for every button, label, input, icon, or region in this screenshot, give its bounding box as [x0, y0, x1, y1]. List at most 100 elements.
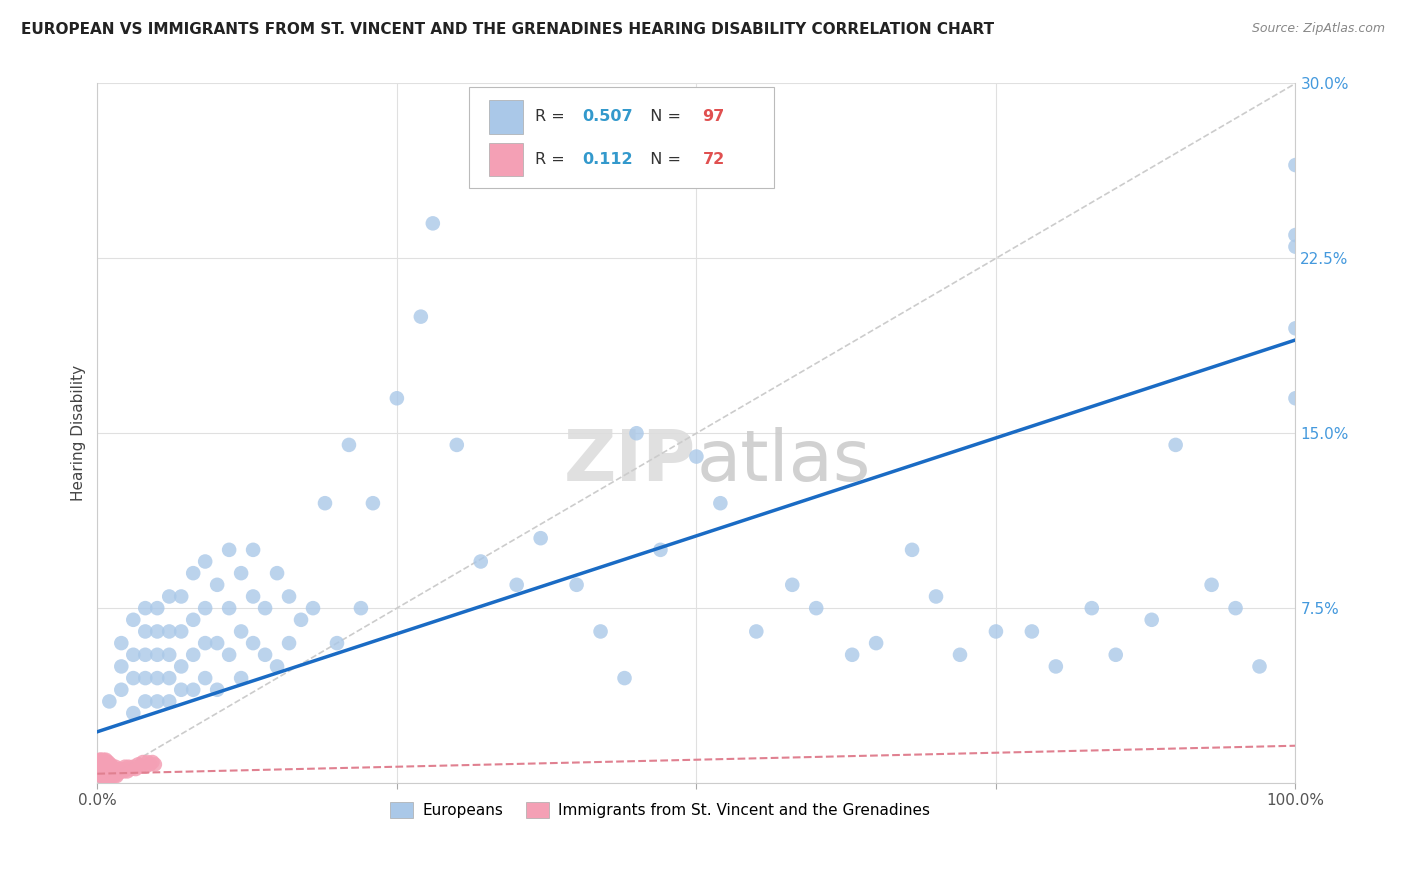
Point — [278, 636, 301, 650]
Point — [105, 769, 128, 783]
Point — [780, 578, 803, 592]
Point — [143, 757, 166, 772]
Text: 97: 97 — [703, 110, 724, 124]
Point — [157, 694, 180, 708]
Point — [242, 542, 264, 557]
Point — [134, 624, 156, 639]
Point — [110, 636, 132, 650]
Point — [90, 753, 112, 767]
Point — [157, 671, 180, 685]
Point — [157, 624, 180, 639]
Point — [107, 766, 129, 780]
Point — [1140, 613, 1163, 627]
Point — [122, 648, 145, 662]
Point — [254, 648, 277, 662]
Point — [505, 578, 527, 592]
Point — [1021, 624, 1043, 639]
Point — [613, 671, 636, 685]
Point — [94, 769, 117, 783]
Point — [101, 762, 124, 776]
Point — [103, 769, 125, 783]
Point — [1164, 438, 1187, 452]
Point — [100, 764, 122, 779]
Point — [98, 694, 121, 708]
Point — [229, 624, 252, 639]
Point — [337, 438, 360, 452]
Point — [90, 764, 112, 779]
Point — [194, 636, 217, 650]
Point — [104, 766, 127, 780]
Point — [87, 764, 110, 779]
Point — [841, 648, 863, 662]
Point — [266, 659, 288, 673]
Point — [218, 648, 240, 662]
Point — [96, 769, 118, 783]
Point — [314, 496, 336, 510]
Point — [242, 636, 264, 650]
Point — [90, 760, 112, 774]
Point — [134, 671, 156, 685]
Point — [134, 648, 156, 662]
Point — [117, 764, 139, 779]
Point — [104, 760, 127, 774]
Point — [170, 624, 193, 639]
Point — [745, 624, 768, 639]
Point — [157, 648, 180, 662]
Point — [97, 760, 120, 774]
Point — [157, 590, 180, 604]
Point — [1284, 158, 1306, 172]
Text: atlas: atlas — [696, 426, 870, 496]
Point — [181, 682, 204, 697]
Point — [170, 682, 193, 697]
Point — [91, 755, 114, 769]
Text: 72: 72 — [703, 152, 724, 167]
Point — [96, 762, 118, 776]
Point — [278, 590, 301, 604]
Legend: Europeans, Immigrants from St. Vincent and the Grenadines: Europeans, Immigrants from St. Vincent a… — [384, 797, 936, 824]
FancyBboxPatch shape — [468, 87, 775, 188]
Point — [1284, 391, 1306, 405]
Point — [132, 755, 155, 769]
Point — [103, 762, 125, 776]
Point — [110, 682, 132, 697]
Point — [949, 648, 972, 662]
Point — [350, 601, 373, 615]
Text: Source: ZipAtlas.com: Source: ZipAtlas.com — [1251, 22, 1385, 36]
Text: R =: R = — [534, 110, 569, 124]
Point — [94, 757, 117, 772]
Text: 0.507: 0.507 — [582, 110, 633, 124]
Point — [87, 757, 110, 772]
Point — [146, 694, 169, 708]
Point — [89, 753, 111, 767]
Y-axis label: Hearing Disability: Hearing Disability — [72, 365, 86, 501]
Point — [1284, 227, 1306, 242]
Point — [470, 554, 492, 568]
Point — [91, 764, 114, 779]
Point — [96, 755, 118, 769]
Point — [139, 757, 162, 772]
Point — [446, 438, 468, 452]
Point — [170, 590, 193, 604]
Point — [205, 578, 228, 592]
Point — [122, 613, 145, 627]
Point — [901, 542, 924, 557]
Point — [93, 753, 115, 767]
Text: R =: R = — [534, 152, 575, 167]
Point — [117, 760, 139, 774]
Point — [101, 766, 124, 780]
Point — [97, 764, 120, 779]
Point — [1284, 321, 1306, 335]
Point — [205, 682, 228, 697]
Point — [422, 216, 444, 230]
Point — [93, 764, 115, 779]
Point — [120, 762, 142, 776]
Point — [98, 769, 121, 783]
Point — [93, 757, 115, 772]
Point — [146, 601, 169, 615]
Point — [1225, 601, 1247, 615]
Point — [326, 636, 349, 650]
Point — [100, 764, 122, 779]
Point — [865, 636, 887, 650]
Point — [229, 671, 252, 685]
Point — [205, 636, 228, 650]
